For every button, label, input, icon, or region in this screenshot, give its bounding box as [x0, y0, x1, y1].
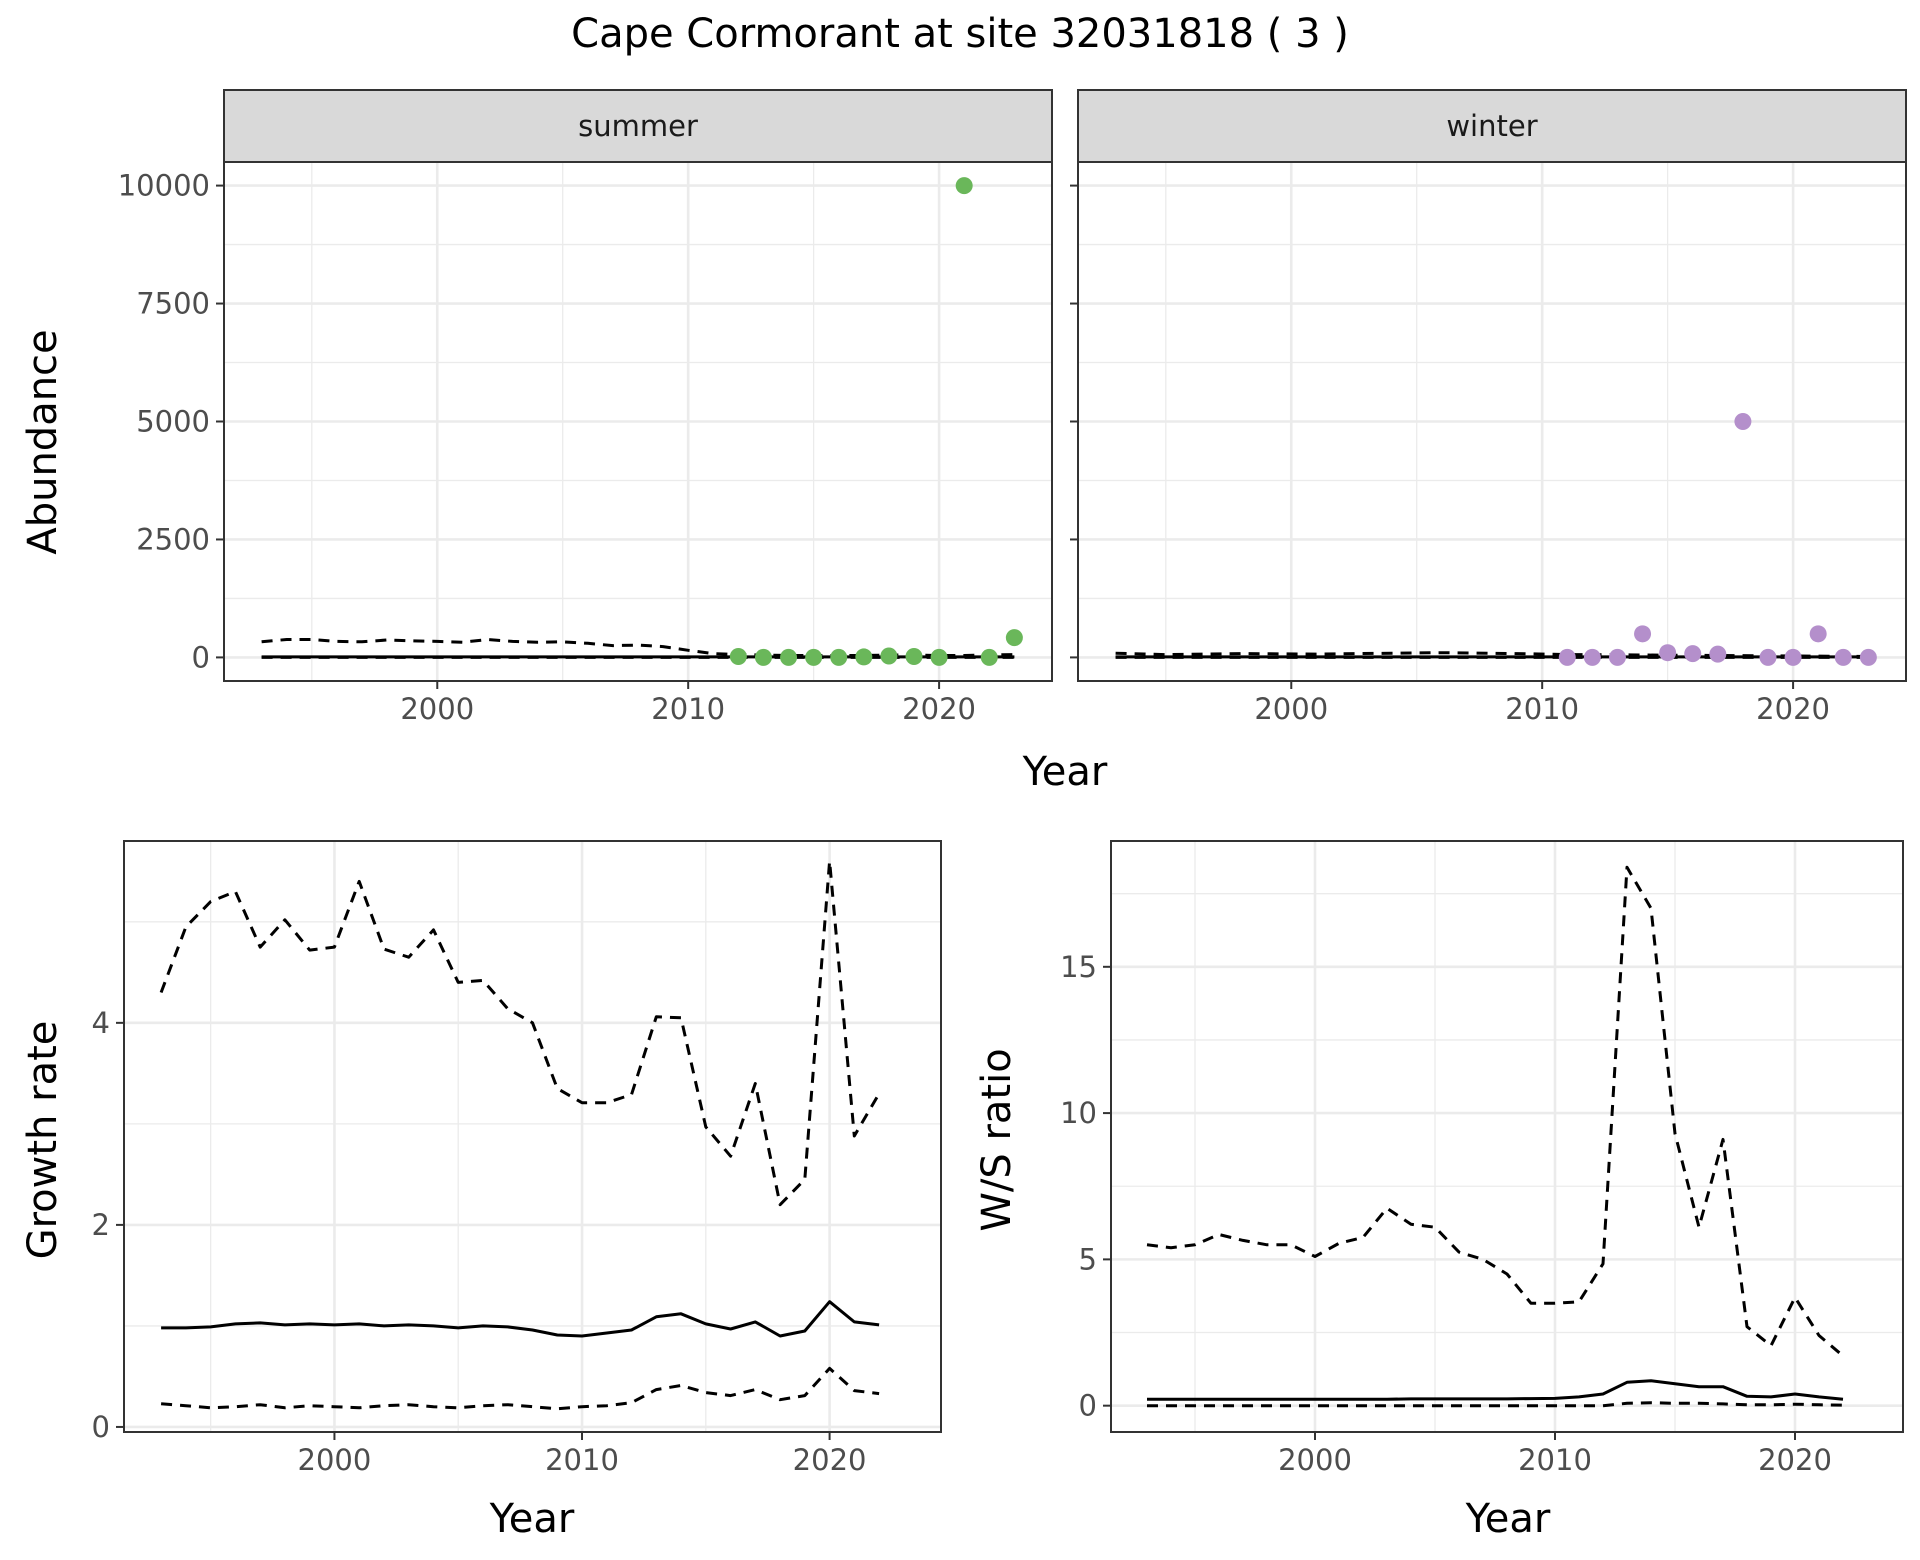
summer-data-point [980, 648, 998, 666]
summer-abundance-panel: summer 2000 2010 2020 0 2500 5000 7500 10000 [118, 89, 1053, 726]
growth-rate-plot-background [124, 841, 941, 1432]
winter-data-point [1809, 625, 1827, 643]
summer-facet-strip [223, 89, 1053, 163]
summer-data-point [855, 648, 873, 666]
ws-ratio-y-tick-label: 5 [1079, 1242, 1097, 1276]
growth-rate-x-tick-label: 2000 [298, 1443, 372, 1477]
growth-rate-series-line-2 [161, 1300, 880, 1338]
ws-ratio-plot-background [1111, 841, 1903, 1432]
summer-data-point [905, 647, 923, 665]
summer-data-point [754, 648, 772, 666]
ws-ratio-series-line-1 [1146, 865, 1844, 1358]
winter-x-tick-label: 2000 [1254, 692, 1328, 726]
winter-data-point [1859, 648, 1877, 666]
summer-x-tick-label: 2010 [651, 692, 725, 726]
growth-rate-y-tick-label: 2 [92, 1208, 110, 1242]
abundance-y-axis-title: Abundance [20, 329, 66, 554]
growth-rate-x-tick-label: 2010 [545, 1443, 619, 1477]
winter-facet-label: winter [1446, 109, 1537, 143]
ws-ratio-x-tick-label: 2020 [1758, 1443, 1832, 1477]
ws-ratio-panel-border [1110, 840, 1904, 1433]
growth-rate-y-tick-label: 4 [92, 1006, 110, 1040]
winter-data-point [1634, 625, 1652, 643]
summer-facet-label: summer [578, 109, 698, 143]
winter-data-point [1608, 648, 1626, 666]
growth-rate-x-axis-title: Year [489, 1496, 575, 1542]
winter-data-point [1659, 644, 1677, 662]
growth-rate-y-axis-title: Growth rate [20, 1021, 66, 1260]
ws-ratio-panel: 2000 2010 2020 0 5 10 15 [1060, 840, 1904, 1477]
winter-x-tick-label: 2010 [1505, 692, 1579, 726]
summer-y-tick-label: 5000 [136, 405, 210, 439]
ws-ratio-series-line-3 [1147, 1401, 1844, 1408]
figure-title: Cape Cormorant at site 32031818 ( 3 ) [571, 11, 1349, 57]
ws-ratio-y-tick-label: 10 [1060, 1096, 1097, 1130]
growth-rate-panel-border [123, 840, 942, 1433]
ws-ratio-series-line-2 [1147, 1379, 1844, 1401]
ws-ratio-y-tick-label: 15 [1060, 950, 1097, 984]
growth-rate-series-line-3 [160, 1366, 880, 1411]
ws-ratio-x-tick-label: 2000 [1278, 1443, 1352, 1477]
winter-data-point [1734, 413, 1752, 430]
summer-data-point [955, 177, 973, 195]
growth-rate-y-tick-label: 0 [92, 1410, 110, 1444]
winter-x-tick-label: 2020 [1756, 692, 1830, 726]
growth-rate-series-line-1 [159, 859, 881, 1207]
summer-y-tick-label: 2500 [136, 522, 210, 556]
summer-x-tick-label: 2000 [400, 692, 474, 726]
growth-rate-x-tick-label: 2020 [793, 1443, 867, 1477]
winter-series-line-2 [1115, 651, 1869, 658]
winter-data-point [1759, 648, 1777, 666]
summer-y-tick-label: 7500 [136, 287, 210, 321]
summer-data-point [805, 648, 823, 666]
summer-data-point [780, 648, 798, 666]
summer-data-point [729, 647, 747, 665]
abundance-x-axis-title: Year [1022, 749, 1108, 795]
ws-ratio-x-tick-label: 2010 [1518, 1443, 1592, 1477]
summer-data-point [930, 648, 948, 666]
winter-abundance-panel: winter 2000 2010 2020 [1070, 89, 1907, 726]
winter-data-point [1558, 648, 1576, 666]
summer-data-point [1005, 629, 1023, 647]
ws-ratio-x-axis-title: Year [1465, 1496, 1551, 1542]
ws-ratio-y-axis-title: W/S ratio [974, 1048, 1020, 1231]
winter-data-point [1583, 648, 1601, 666]
ws-ratio-y-tick-label: 0 [1079, 1389, 1097, 1423]
winter-data-point [1709, 645, 1727, 663]
winter-data-point [1834, 648, 1852, 666]
growth-rate-panel: 2000 2010 2020 0 2 4 [92, 840, 942, 1477]
winter-data-point [1784, 648, 1802, 666]
summer-y-tick-label: 10000 [118, 169, 210, 203]
winter-data-point [1684, 645, 1702, 663]
summer-x-tick-label: 2020 [902, 692, 976, 726]
summer-data-point [880, 647, 898, 665]
summer-y-tick-label: 0 [192, 640, 210, 674]
summer-data-point [830, 648, 848, 666]
